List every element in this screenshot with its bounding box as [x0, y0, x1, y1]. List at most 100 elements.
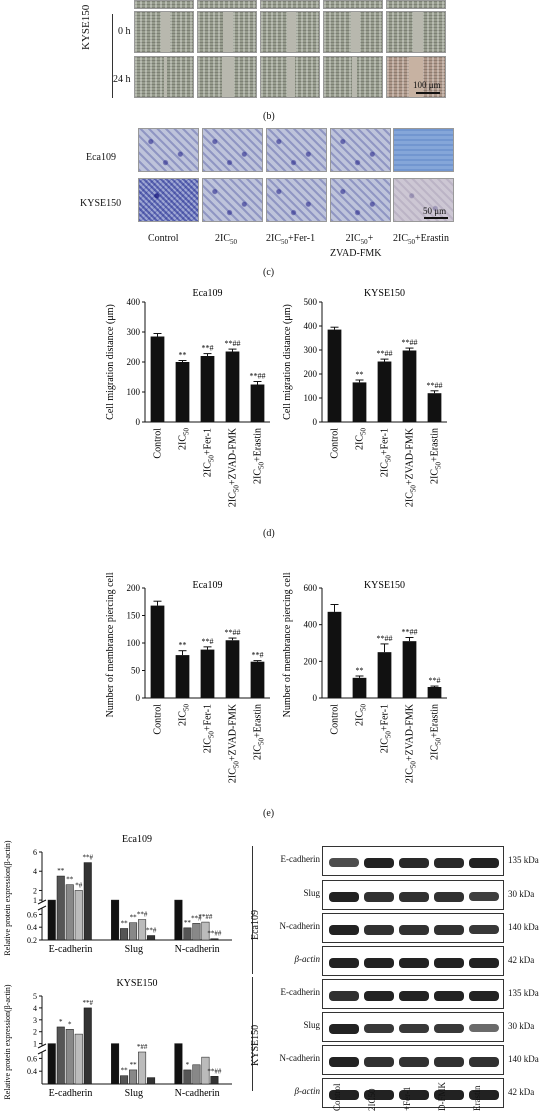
x-tick-label: 2IC50+ZVAD-FMK	[228, 703, 241, 783]
bar	[65, 1029, 74, 1085]
significance-label: **##	[225, 339, 241, 348]
panel-label-d: (d)	[263, 528, 275, 539]
bar	[225, 351, 240, 422]
bar	[183, 927, 192, 941]
row-label-0h: 0 h	[118, 26, 131, 37]
y-tick-label: 400	[127, 297, 141, 307]
col-label-erastin: 2IC50+Erastin	[393, 233, 449, 246]
blot-band	[364, 892, 394, 902]
bar	[200, 356, 215, 422]
y-tick-label: 500	[304, 297, 318, 307]
blot-size-label: 30 kDa	[508, 1021, 535, 1031]
blot-size-label: 30 kDa	[508, 889, 535, 899]
blot-protein-label: Slug	[303, 888, 320, 898]
significance-label: **	[184, 919, 192, 927]
blot-membrane	[322, 880, 504, 910]
y-tick-label: 1	[33, 1040, 37, 1049]
bar	[225, 640, 240, 698]
wound-image-top-strip-4	[323, 0, 383, 9]
x-tick-label: 2IC50+ZVAD-FMK	[405, 703, 418, 783]
x-tick-label: Control	[153, 704, 164, 735]
x-tick-label: 2IC50+Erastin	[253, 704, 266, 760]
y-tick-label: 3	[33, 1016, 37, 1025]
x-tick-label: Control	[330, 704, 341, 735]
significance-label: **##	[377, 634, 393, 643]
x-tick-label: 2IC50	[355, 428, 368, 451]
blot-membrane	[322, 913, 504, 943]
blot-band	[329, 892, 359, 902]
wound-image-top-strip-2	[197, 0, 257, 9]
bar	[150, 605, 165, 698]
y-tick-label: 200	[127, 583, 141, 593]
blot-band	[364, 1090, 394, 1100]
bar	[129, 922, 138, 941]
x-tick-label: E-cadherin	[49, 944, 93, 955]
blot-membrane	[322, 1078, 504, 1108]
x-tick-label: 2IC50+Fer-1	[380, 428, 393, 477]
significance-label: **##	[377, 349, 393, 358]
wound-image-top-strip-3	[260, 0, 320, 9]
y-tick-label: 300	[304, 345, 318, 355]
y-tick-label: 150	[127, 611, 141, 621]
x-tick-label: 2IC50+Erastin	[253, 428, 266, 484]
bar	[377, 361, 392, 422]
y-tick-label: 600	[304, 583, 318, 593]
blot-protein-label: β-actin	[294, 954, 320, 964]
chart-title: KYSE150	[116, 978, 157, 989]
blot-size-label: 42 kDa	[508, 955, 535, 965]
axis-break	[37, 905, 47, 911]
chart-title: Eca109	[122, 834, 152, 845]
wound-image-top-strip-1	[134, 0, 194, 9]
blot-band	[469, 1057, 499, 1067]
bar	[138, 919, 147, 941]
blot-band	[469, 925, 499, 935]
blot-band	[434, 958, 464, 968]
x-tick-label: Slug	[125, 944, 143, 955]
wound-image-0h-4	[323, 11, 383, 53]
bar	[402, 641, 417, 698]
bar	[250, 384, 265, 422]
significance-label: **#	[202, 344, 214, 353]
wound-image-0h-2	[197, 11, 257, 53]
blot-membrane	[322, 946, 504, 976]
bar	[147, 935, 156, 941]
y-tick-label: 0.4	[27, 1067, 37, 1076]
blot-band	[469, 991, 499, 1001]
panel-label-e: (e)	[263, 808, 275, 819]
blot-membrane	[322, 1045, 504, 1075]
y-axis-label: Number of membrance piercing cells	[282, 572, 293, 717]
x-tick-label: Slug	[125, 1088, 143, 1099]
y-tick-label: 200	[304, 369, 318, 379]
blot-protein-label: β-actin	[294, 1086, 320, 1096]
blot-band	[434, 892, 464, 902]
significance-label: **	[130, 914, 138, 922]
bar	[250, 661, 265, 698]
y-tick-label: 0.4	[27, 923, 37, 932]
y-tick-label: 2	[33, 886, 37, 895]
blot-band	[469, 892, 499, 902]
transwell-kyse150-1	[138, 178, 199, 222]
significance-label: **##	[427, 381, 443, 390]
blot-band	[399, 858, 429, 868]
chart-title: Eca109	[193, 288, 223, 299]
blot-band	[329, 1057, 359, 1067]
x-tick-label: 2IC50+Fer-1	[380, 704, 393, 753]
blot-size-label: 135 kDa	[508, 988, 539, 998]
bar	[74, 890, 83, 941]
x-tick-label: N-cadherin	[175, 1088, 220, 1099]
bar-chart-e-eca109: Eca109 0 50 100 150 200 Number of membrance pi…	[105, 572, 270, 783]
wound-image-24h-2	[197, 56, 257, 98]
y-tick-label: 1	[33, 896, 37, 905]
bar	[83, 1007, 92, 1085]
significance-label: **	[130, 1061, 138, 1069]
blot-band	[329, 858, 359, 867]
transwell-eca109-5	[393, 128, 454, 172]
blot-membrane	[322, 979, 504, 1009]
bar	[427, 393, 442, 422]
chart-title: KYSE150	[364, 580, 405, 591]
blot-band	[364, 991, 394, 1001]
significance-label: **	[356, 666, 364, 675]
blot-band	[399, 991, 429, 1001]
blot-band	[469, 958, 499, 968]
significance-label: **	[121, 1067, 129, 1075]
